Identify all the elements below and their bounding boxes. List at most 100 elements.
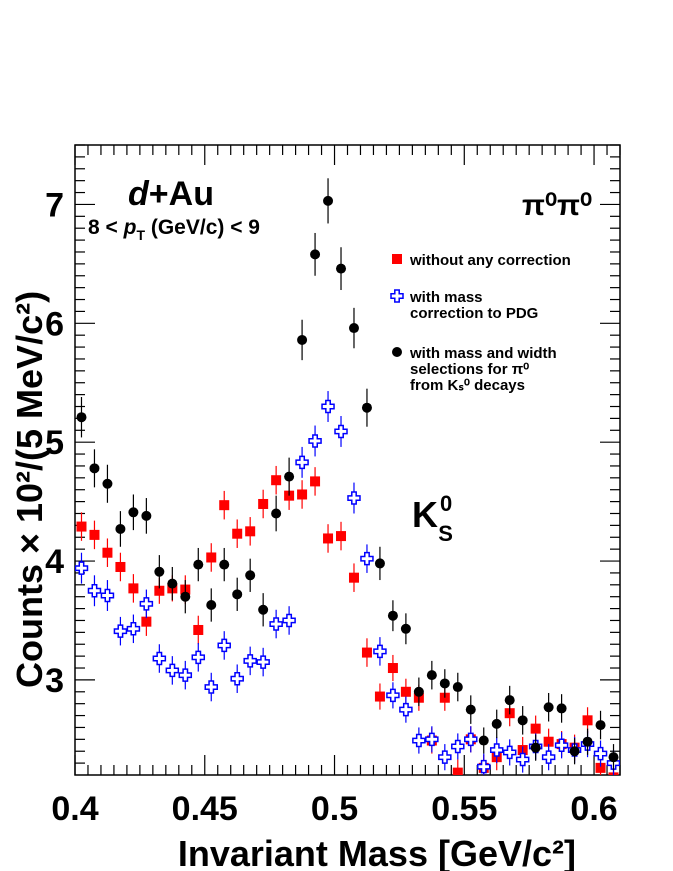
data-point <box>413 686 424 697</box>
data-point <box>323 533 334 544</box>
data-point <box>451 739 465 754</box>
data-point <box>593 746 608 761</box>
data-point <box>113 624 128 638</box>
data-point <box>102 478 113 489</box>
data-point <box>348 323 359 334</box>
data-point <box>165 663 180 678</box>
data-point <box>530 723 541 734</box>
data-point <box>243 654 257 668</box>
data-point <box>348 572 359 583</box>
data-point <box>489 743 504 757</box>
data-point <box>582 715 593 726</box>
data-point <box>115 561 126 572</box>
data-point <box>387 663 398 674</box>
data-point <box>115 523 126 534</box>
plot-border <box>74 144 621 776</box>
y-tick-label: 7 <box>45 186 64 224</box>
data-point <box>258 498 269 509</box>
data-point <box>543 736 554 747</box>
data-point <box>464 732 478 747</box>
data-point <box>128 507 139 518</box>
data-point <box>386 688 400 703</box>
axis-ticks: 0.4 0.45 0.5 0.55 0.6 3 4 5 6 7 <box>45 144 621 828</box>
data-point <box>465 704 476 715</box>
data-point <box>502 745 517 760</box>
data-point <box>76 412 87 423</box>
data-point <box>543 702 554 713</box>
data-point <box>219 500 230 511</box>
legend-marker <box>392 254 402 264</box>
data-point <box>323 195 334 206</box>
data-point <box>89 463 100 474</box>
decay-channel-label: π⁰π⁰ <box>522 189 592 222</box>
data-point <box>336 531 347 542</box>
y-tick-label: 4 <box>45 543 64 581</box>
data-point <box>269 617 283 631</box>
legend-label: without any correction <box>409 252 571 269</box>
data-point <box>297 489 308 500</box>
data-point <box>554 738 569 753</box>
data-point <box>258 604 269 615</box>
data-point <box>76 521 87 532</box>
data-point <box>297 334 308 345</box>
data-point <box>139 597 154 611</box>
data-point <box>256 655 270 669</box>
data-point <box>426 670 437 681</box>
data-point <box>128 583 139 594</box>
data-point <box>387 610 398 621</box>
legend-label: with mass and width <box>409 345 557 362</box>
legend-label: with mass <box>409 289 483 306</box>
data-point <box>271 508 282 519</box>
data-point <box>152 651 167 666</box>
data-point <box>180 591 191 602</box>
x-tick-label: 0.4 <box>51 790 98 828</box>
data-point <box>373 644 387 659</box>
data-point <box>595 762 606 773</box>
legend-marker <box>390 289 404 303</box>
data-point <box>347 491 361 505</box>
legend-label: selections for π⁰ <box>410 361 529 378</box>
data-point <box>504 695 515 706</box>
data-point <box>102 547 113 558</box>
data-point <box>321 399 335 414</box>
data-point <box>334 424 348 439</box>
legend-marker <box>392 347 402 357</box>
x-tick-label: 0.45 <box>172 790 238 828</box>
data-point <box>452 682 463 693</box>
data-point <box>399 702 413 717</box>
data-point <box>219 559 230 570</box>
data-point <box>336 263 347 274</box>
data-point <box>271 475 282 486</box>
data-point <box>232 528 243 539</box>
y-tick-label: 6 <box>45 305 64 343</box>
data-point <box>141 616 152 627</box>
data-point <box>87 584 102 598</box>
data-point <box>374 558 385 569</box>
data-point <box>75 561 89 575</box>
data-point <box>374 691 385 702</box>
data-point <box>361 402 372 413</box>
data-point <box>541 750 556 764</box>
data-point <box>217 638 231 653</box>
data-point <box>310 476 321 487</box>
data-point <box>126 622 141 636</box>
pt-range-label: 8 < pT (GeV/c) < 9 <box>88 216 260 243</box>
data-point <box>232 589 243 600</box>
data-point <box>515 752 530 767</box>
data-point <box>141 510 152 521</box>
data-point <box>412 733 426 748</box>
y-tick-label: 3 <box>45 662 64 700</box>
data-point <box>361 647 372 658</box>
x-tick-label: 0.6 <box>570 790 617 828</box>
data-point <box>230 671 244 686</box>
data-point <box>206 600 217 611</box>
data-point <box>478 735 489 746</box>
data-point <box>310 249 321 260</box>
data-point <box>191 650 206 665</box>
data-point <box>517 715 528 726</box>
data-point <box>400 623 411 634</box>
data-point <box>582 736 593 747</box>
series-open-cross <box>75 391 620 775</box>
data-point <box>245 570 256 581</box>
